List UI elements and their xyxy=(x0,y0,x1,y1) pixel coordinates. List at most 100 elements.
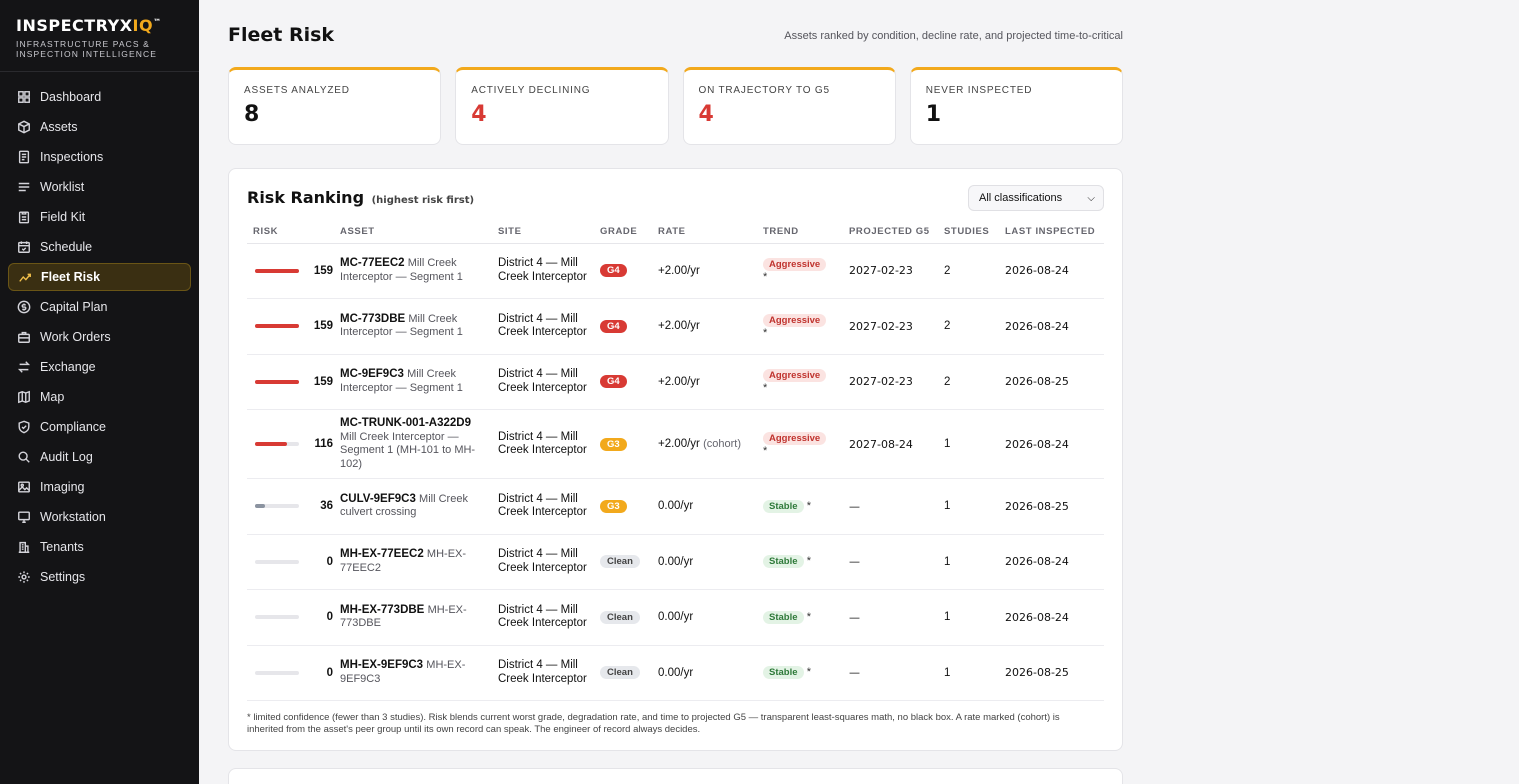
risk-bar-fill xyxy=(255,268,299,273)
table-row[interactable]: 159 MC-9EF9C3 Mill Creek Interceptor — Se… xyxy=(247,354,1104,410)
column-header[interactable]: PROJECTED G5 xyxy=(843,221,938,244)
sidebar-item-label: Assets xyxy=(40,120,78,134)
list-icon xyxy=(16,179,32,195)
site-cell: District 4 — Mill Creek Interceptor xyxy=(492,354,594,410)
asset-id[interactable]: MH-EX-9EF9C3 xyxy=(340,659,424,672)
asset-info[interactable]: MC-77EEC2 Mill Creek Interceptor — Segme… xyxy=(340,257,490,284)
risk-cell: 0 xyxy=(247,534,334,590)
sidebar-item-tenants[interactable]: Tenants xyxy=(8,533,191,561)
asset-id[interactable]: MH-EX-77EEC2 xyxy=(340,548,424,561)
clipboard-icon xyxy=(16,209,32,225)
grade-badge: Clean xyxy=(600,555,640,569)
asset-info[interactable]: MH-EX-773DBE MH-EX-773DBE xyxy=(340,604,490,631)
last-inspected-cell: 2026-08-24 xyxy=(999,298,1104,355)
risk-indicator: 36 xyxy=(253,500,334,512)
risk-indicator: 159 xyxy=(253,320,334,332)
column-header[interactable]: GRADE xyxy=(594,221,652,244)
asset-id[interactable]: CULV-9EF9C3 xyxy=(340,492,416,505)
sidebar-item-schedule[interactable]: Schedule xyxy=(8,233,191,261)
asset-id[interactable]: MC-TRUNK-001-A322D9 xyxy=(340,417,471,429)
sidebar-item-capital-plan[interactable]: Capital Plan xyxy=(8,293,191,321)
sidebar-item-audit-log[interactable]: Audit Log xyxy=(8,443,191,471)
trend-cell: Aggressive * xyxy=(757,354,843,410)
column-header[interactable]: LAST INSPECTED xyxy=(999,221,1104,244)
sidebar-item-work-orders[interactable]: Work Orders xyxy=(8,323,191,351)
studies-cell: 1 xyxy=(938,534,999,590)
table-row[interactable]: 36 CULV-9EF9C3 Mill Creek culvert crossin… xyxy=(247,478,1104,535)
asset-description: MH-EX-773DBE xyxy=(340,603,467,630)
grade-cell: Clean xyxy=(594,589,652,646)
gear-icon xyxy=(16,569,32,585)
column-header[interactable]: TREND xyxy=(757,221,843,244)
site-cell: District 4 — Mill Creek Interceptor xyxy=(492,409,594,479)
trend-cell: Aggressive * xyxy=(757,243,843,299)
site-name: District 4 — Mill Creek Interceptor xyxy=(498,548,587,574)
sidebar-item-imaging[interactable]: Imaging xyxy=(8,473,191,501)
risk-bar xyxy=(255,268,299,273)
sidebar-item-assets[interactable]: Assets xyxy=(8,113,191,141)
risk-score: 159 xyxy=(313,264,333,277)
sidebar-item-label: Imaging xyxy=(40,480,85,494)
column-header[interactable]: RISK xyxy=(247,221,334,244)
column-header[interactable]: SITE xyxy=(492,221,594,244)
grade-cell: G4 xyxy=(594,354,652,410)
table-row[interactable]: 116 MC-TRUNK-001-A322D9 Mill Creek Interc… xyxy=(247,409,1104,479)
column-header[interactable]: RATE xyxy=(652,221,757,244)
sidebar-item-exchange[interactable]: Exchange xyxy=(8,353,191,381)
asset-info[interactable]: MC-TRUNK-001-A322D9 Mill Creek Intercept… xyxy=(340,417,490,471)
risk-bar xyxy=(255,615,299,620)
projected-g5-cell: 2027-08-24 xyxy=(843,409,938,479)
risk-indicator: 0 xyxy=(253,611,334,623)
site-cell: District 4 — Mill Creek Interceptor xyxy=(492,534,594,590)
stat-value: 8 xyxy=(244,102,260,127)
table-row[interactable]: 0 MH-EX-773DBE MH-EX-773DBE District 4 — M… xyxy=(247,589,1104,646)
sidebar-item-map[interactable]: Map xyxy=(8,383,191,411)
rate-note: (cohort) xyxy=(703,438,741,450)
site-name: District 4 — Mill Creek Interceptor xyxy=(498,257,587,283)
site-name: District 4 — Mill Creek Interceptor xyxy=(498,368,587,394)
sidebar-item-label: Schedule xyxy=(40,240,93,254)
sidebar-item-label: Fleet Risk xyxy=(41,270,101,284)
rate-cell: 0.00/yr xyxy=(652,645,757,701)
asset-info[interactable]: MC-9EF9C3 Mill Creek Interceptor — Segme… xyxy=(340,368,490,395)
sidebar-item-workstation[interactable]: Workstation xyxy=(8,503,191,531)
asset-id[interactable]: MC-77EEC2 xyxy=(340,257,405,270)
brand-logo[interactable]: INSPECTRYXIQ™ xyxy=(16,16,162,35)
classification-select[interactable]: All classifications ⌵ xyxy=(968,185,1104,211)
projected-g5-cell: 2027-02-23 xyxy=(843,243,938,299)
asset-id[interactable]: MC-9EF9C3 xyxy=(340,368,404,381)
grade-badge: Clean xyxy=(600,666,640,680)
asset-info[interactable]: MH-EX-9EF9C3 MH-EX-9EF9C3 xyxy=(340,659,490,686)
asset-cell: MC-TRUNK-001-A322D9 Mill Creek Intercept… xyxy=(334,409,492,479)
asset-info[interactable]: MH-EX-77EEC2 MH-EX-77EEC2 xyxy=(340,548,490,575)
sidebar-item-inspections[interactable]: Inspections xyxy=(8,143,191,171)
table-row[interactable]: 0 MH-EX-9EF9C3 MH-EX-9EF9C3 District 4 — M… xyxy=(247,645,1104,701)
risk-score: 159 xyxy=(313,320,333,333)
trend-badge: Aggressive xyxy=(763,431,827,445)
site-name: District 4 — Mill Creek Interceptor xyxy=(498,430,587,457)
table-row[interactable]: 0 MH-EX-77EEC2 MH-EX-77EEC2 District 4 — M… xyxy=(247,534,1104,590)
sidebar-item-compliance[interactable]: Compliance xyxy=(8,413,191,441)
risk-bar xyxy=(255,504,299,509)
asset-id[interactable]: MH-EX-773DBE xyxy=(340,603,425,616)
sidebar-item-label: Dashboard xyxy=(40,90,102,104)
column-header[interactable]: ASSET xyxy=(334,221,492,244)
risk-bar-fill xyxy=(255,442,288,446)
sidebar-item-worklist[interactable]: Worklist xyxy=(8,173,191,201)
sidebar-item-field-kit[interactable]: Field Kit xyxy=(8,203,191,231)
grade-cell: Clean xyxy=(594,645,652,701)
column-header[interactable]: STUDIES xyxy=(938,221,999,244)
sidebar-item-fleet-risk[interactable]: Fleet Risk xyxy=(8,263,191,291)
sidebar-item-label: Field Kit xyxy=(40,210,86,224)
asset-id[interactable]: MC-773DBE xyxy=(340,312,406,325)
table-row[interactable]: 159 MC-773DBE Mill Creek Interceptor — Se… xyxy=(247,298,1104,355)
asset-info[interactable]: CULV-9EF9C3 Mill Creek culvert crossing xyxy=(340,493,490,520)
sidebar-item-dashboard[interactable]: Dashboard xyxy=(8,83,191,111)
table-row[interactable]: 159 MC-77EEC2 Mill Creek Interceptor — Se… xyxy=(247,243,1104,299)
sidebar-item-settings[interactable]: Settings xyxy=(8,563,191,591)
rate-value: +2.00/yr xyxy=(658,320,700,333)
risk-score: 159 xyxy=(313,375,333,388)
page-title: Fleet Risk xyxy=(228,24,335,46)
asset-info[interactable]: MC-773DBE Mill Creek Interceptor — Segme… xyxy=(340,313,490,340)
sidebar: INSPECTRYXIQ™ INFRASTRUCTURE PACS & INSP… xyxy=(0,0,199,784)
